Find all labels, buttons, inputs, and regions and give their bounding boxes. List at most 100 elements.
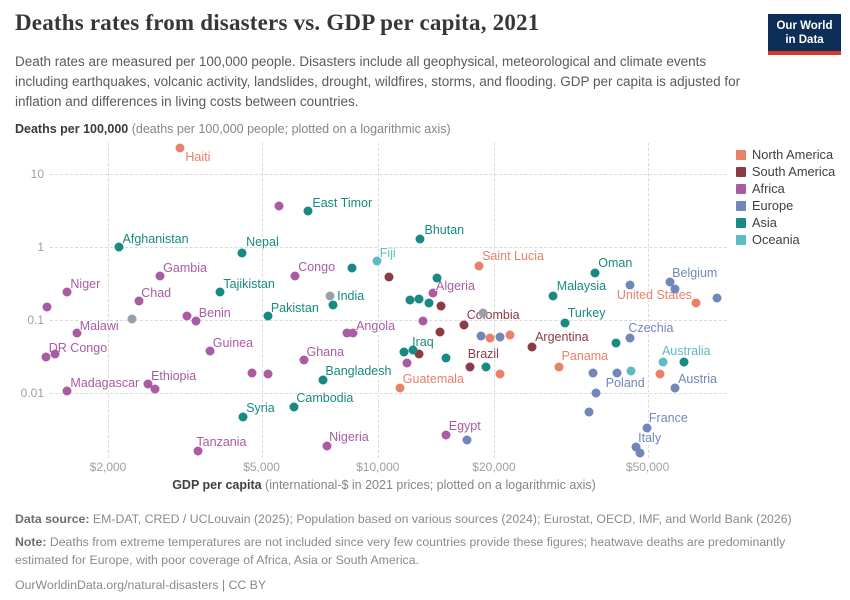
data-point[interactable] bbox=[274, 201, 284, 211]
data-point-tanzania[interactable] bbox=[193, 446, 203, 456]
data-point-madagascar[interactable] bbox=[62, 386, 72, 396]
country-label[interactable]: Angola bbox=[356, 319, 396, 334]
data-point-panama[interactable] bbox=[554, 362, 564, 372]
country-label[interactable]: India bbox=[337, 289, 365, 304]
data-point[interactable] bbox=[481, 362, 491, 372]
country-label[interactable]: Colombia bbox=[466, 307, 520, 322]
data-point-australia[interactable] bbox=[658, 357, 668, 366]
country-label[interactable]: Poland bbox=[605, 376, 645, 390]
country-label[interactable]: Egypt bbox=[448, 418, 481, 433]
data-point-united-states[interactable] bbox=[691, 298, 701, 308]
data-point[interactable] bbox=[436, 301, 446, 311]
country-label[interactable]: Turkey bbox=[567, 305, 606, 320]
data-point[interactable] bbox=[405, 295, 415, 305]
country-label[interactable]: DR Congo bbox=[48, 341, 108, 356]
country-label[interactable]: Iraq bbox=[412, 335, 434, 350]
data-point[interactable] bbox=[476, 331, 486, 341]
country-label[interactable]: Gambia bbox=[163, 261, 207, 276]
country-label[interactable]: Madagascar bbox=[70, 375, 140, 390]
country-label[interactable]: Brazil bbox=[467, 346, 499, 361]
legend-item-north-america[interactable]: North America bbox=[736, 146, 835, 163]
data-point-guinea[interactable] bbox=[205, 346, 215, 356]
data-point-fiji[interactable] bbox=[372, 256, 382, 266]
license-line[interactable]: OurWorldinData.org/natural-disasters | C… bbox=[15, 578, 267, 593]
country-label[interactable]: Saint Lucia bbox=[482, 248, 544, 263]
data-point-saint-lucia[interactable] bbox=[474, 261, 484, 271]
data-point-benin[interactable] bbox=[182, 311, 192, 321]
data-point[interactable] bbox=[635, 448, 645, 458]
country-label[interactable]: Haiti bbox=[185, 149, 211, 164]
data-point-nigeria[interactable] bbox=[322, 441, 332, 451]
data-point[interactable] bbox=[42, 302, 52, 312]
data-point-india[interactable] bbox=[328, 300, 338, 310]
data-point-ethiopia[interactable] bbox=[143, 379, 153, 389]
data-point[interactable] bbox=[432, 273, 442, 283]
data-point[interactable] bbox=[611, 338, 621, 348]
country-label[interactable]: Guatemala bbox=[402, 372, 464, 387]
country-label[interactable]: Syria bbox=[246, 400, 275, 415]
country-label[interactable]: Italy bbox=[638, 431, 662, 446]
data-point-gambia[interactable] bbox=[155, 271, 165, 281]
data-point-italy[interactable] bbox=[631, 442, 641, 452]
data-point-algeria[interactable] bbox=[428, 288, 438, 298]
data-point-egypt[interactable] bbox=[441, 430, 451, 439]
country-label[interactable]: Algeria bbox=[436, 278, 475, 293]
data-point-ghana[interactable] bbox=[299, 355, 308, 365]
country-label[interactable]: Oman bbox=[598, 256, 633, 271]
data-point[interactable] bbox=[495, 369, 505, 379]
data-point[interactable] bbox=[588, 368, 598, 378]
country-label[interactable]: Niger bbox=[70, 277, 101, 292]
data-point[interactable] bbox=[414, 294, 424, 304]
country-label[interactable]: Bangladesh bbox=[325, 363, 392, 378]
country-label[interactable]: Tajikistan bbox=[223, 277, 275, 292]
data-point[interactable] bbox=[50, 349, 60, 359]
legend-item-africa[interactable]: Africa bbox=[736, 180, 835, 197]
country-label[interactable]: Austria bbox=[678, 372, 717, 387]
data-point[interactable] bbox=[626, 366, 636, 376]
country-label[interactable]: Nigeria bbox=[329, 429, 369, 444]
data-point[interactable] bbox=[150, 384, 160, 394]
data-point[interactable] bbox=[414, 349, 424, 359]
data-point[interactable] bbox=[402, 358, 412, 368]
country-label[interactable]: Malawi bbox=[79, 319, 119, 334]
country-label[interactable]: Panama bbox=[561, 348, 609, 363]
data-point-bangladesh[interactable] bbox=[318, 375, 328, 385]
data-point[interactable] bbox=[478, 308, 488, 318]
data-point-congo[interactable] bbox=[290, 271, 300, 281]
country-label[interactable]: Argentina bbox=[535, 329, 589, 344]
country-label[interactable]: Bhutan bbox=[424, 222, 465, 237]
data-point-bhutan[interactable] bbox=[415, 234, 425, 244]
data-point[interactable] bbox=[462, 435, 472, 445]
country-label[interactable]: Pakistan bbox=[270, 301, 319, 316]
country-label[interactable]: Guinea bbox=[212, 336, 254, 351]
data-point-nepal[interactable] bbox=[237, 248, 247, 258]
data-point-niger[interactable] bbox=[62, 287, 72, 297]
data-point-czechia[interactable] bbox=[625, 333, 635, 343]
country-label[interactable]: East Timor bbox=[312, 196, 373, 211]
data-point[interactable] bbox=[495, 332, 505, 342]
data-point-brazil[interactable] bbox=[465, 362, 475, 372]
data-point-austria[interactable] bbox=[670, 383, 680, 393]
data-point[interactable] bbox=[191, 316, 201, 326]
country-label[interactable]: Ethiopia bbox=[151, 369, 197, 384]
data-point-iraq[interactable] bbox=[399, 347, 409, 357]
country-label[interactable]: Malaysia bbox=[556, 279, 607, 294]
data-point[interactable] bbox=[342, 328, 352, 338]
data-point-east-timor[interactable] bbox=[303, 206, 313, 216]
country-label[interactable]: Benin bbox=[198, 306, 231, 321]
data-point[interactable] bbox=[127, 314, 137, 324]
legend-item-asia[interactable]: Asia bbox=[736, 214, 835, 231]
owid-logo[interactable]: Our World in Data bbox=[768, 14, 841, 55]
country-label[interactable]: Ghana bbox=[306, 345, 345, 360]
data-point-oman[interactable] bbox=[590, 268, 600, 278]
country-label[interactable]: Nepal bbox=[246, 234, 279, 249]
data-point-tajikistan[interactable] bbox=[215, 287, 225, 297]
country-label[interactable]: France bbox=[648, 411, 688, 426]
country-label[interactable]: Belgium bbox=[672, 266, 718, 281]
data-point[interactable] bbox=[384, 272, 394, 282]
data-point-malawi[interactable] bbox=[72, 328, 82, 338]
data-point[interactable] bbox=[325, 291, 335, 301]
data-point[interactable] bbox=[408, 345, 417, 355]
data-point[interactable] bbox=[347, 263, 357, 273]
data-point[interactable] bbox=[505, 330, 515, 340]
